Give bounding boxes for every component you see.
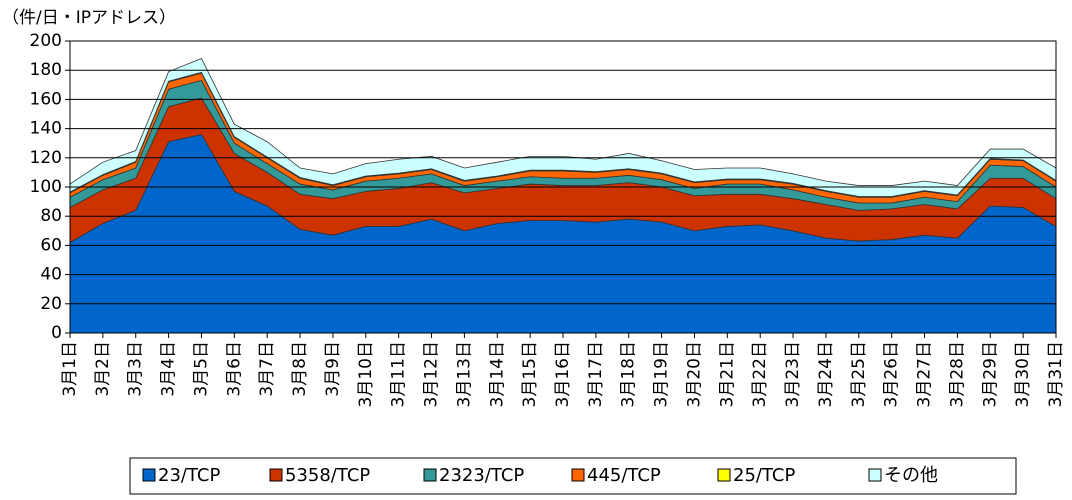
x-tick-label: 3月9日 <box>323 341 343 397</box>
legend-label: 5358/TCP <box>285 465 370 486</box>
x-tick-label: 3月20日 <box>684 341 704 407</box>
x-tick-label: 3月23日 <box>783 341 803 407</box>
x-tick-label: 3月4日 <box>159 341 179 397</box>
x-tick-label: 3月31日 <box>1046 341 1066 407</box>
y-axis-label: （件/日・IPアドレス） <box>2 8 176 28</box>
y-tick-label: 140 <box>30 119 62 139</box>
x-tick-label: 3月25日 <box>849 341 869 407</box>
x-tick-label: 3月29日 <box>980 341 1000 407</box>
x-tick-label: 3月24日 <box>816 341 836 407</box>
x-tick-label: 3月8日 <box>290 341 310 397</box>
legend-swatch <box>571 468 585 482</box>
x-tick-label: 3月1日 <box>60 341 80 397</box>
x-tick-label: 3月2日 <box>93 341 113 397</box>
x-tick-label: 3月6日 <box>224 341 244 397</box>
x-tick-label: 3月27日 <box>915 341 935 407</box>
legend-label: 2323/TCP <box>439 465 524 486</box>
y-tick-label: 40 <box>40 265 62 285</box>
x-tick-label: 3月30日 <box>1013 341 1033 407</box>
legend-label: 25/TCP <box>733 465 795 486</box>
x-tick-label: 3月3日 <box>126 341 146 397</box>
y-tick-label: 120 <box>30 148 62 168</box>
legend-label: 23/TCP <box>158 465 220 486</box>
x-tick-label: 3月11日 <box>389 341 409 407</box>
x-tick-label: 3月14日 <box>487 341 507 407</box>
legend-swatch <box>717 468 731 482</box>
x-tick-label: 3月26日 <box>882 341 902 407</box>
x-tick-label: 3月15日 <box>520 341 540 407</box>
x-tick-label: 3月19日 <box>652 341 672 407</box>
x-tick-label: 3月10日 <box>356 341 376 407</box>
y-tick-label: 0 <box>51 323 62 343</box>
x-tick-label: 3月22日 <box>750 341 770 407</box>
x-tick-label: 3月7日 <box>257 341 277 397</box>
x-tick-label: 3月13日 <box>454 341 474 407</box>
x-tick-label: 3月12日 <box>422 341 442 407</box>
legend-label: その他 <box>884 465 938 486</box>
x-tick-label: 3月28日 <box>947 341 967 407</box>
y-tick-label: 200 <box>30 31 62 51</box>
y-tick-label: 160 <box>30 89 62 109</box>
x-tick-label: 3月16日 <box>553 341 573 407</box>
legend-label: 445/TCP <box>587 465 661 486</box>
legend-swatch <box>269 468 283 482</box>
y-tick-label: 180 <box>30 60 62 80</box>
y-tick-label: 80 <box>40 206 62 226</box>
y-tick-label: 60 <box>40 235 62 255</box>
x-tick-label: 3月21日 <box>717 341 737 407</box>
x-tick-label: 3月18日 <box>619 341 639 407</box>
legend-swatch <box>868 468 882 482</box>
y-tick-label: 20 <box>40 294 62 314</box>
y-tick-label: 100 <box>30 177 62 197</box>
legend-swatch <box>423 468 437 482</box>
x-tick-label: 3月5日 <box>191 341 211 397</box>
legend-swatch <box>142 468 156 482</box>
x-tick-label: 3月17日 <box>586 341 606 407</box>
